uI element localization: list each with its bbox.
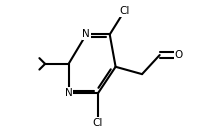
Text: O: O: [174, 50, 183, 60]
Text: Cl: Cl: [93, 118, 103, 128]
Text: Cl: Cl: [119, 6, 130, 16]
Text: N: N: [65, 88, 72, 98]
Text: N: N: [82, 30, 90, 39]
